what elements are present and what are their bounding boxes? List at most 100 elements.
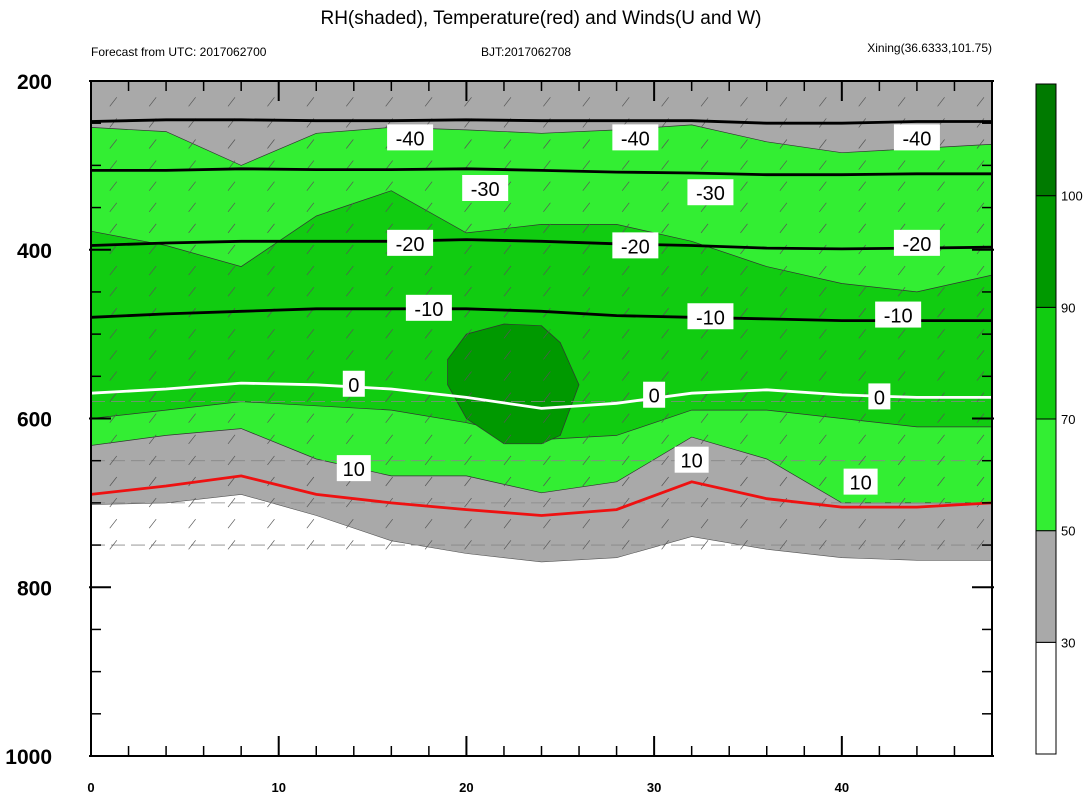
wind-barb (897, 497, 906, 508)
wind-barb (937, 434, 945, 445)
wind-barb (937, 476, 945, 487)
wind-barb (937, 329, 945, 339)
wind-barb (621, 160, 630, 170)
wind-barb (464, 413, 472, 423)
wind-barb (227, 286, 236, 297)
wind-barb (543, 265, 551, 276)
wind-barb (819, 476, 827, 487)
wind-barb (385, 392, 393, 402)
wind-barb (819, 181, 827, 191)
wind-barb (385, 202, 393, 212)
contour-label-box (868, 383, 891, 410)
wind-barb (346, 265, 354, 276)
wind-barb (306, 223, 315, 234)
wind-barb (937, 371, 945, 381)
wind-barb (897, 265, 906, 276)
wind-barb (503, 286, 512, 297)
wind-barb (779, 350, 788, 360)
wind-barb (740, 497, 748, 508)
wind-barb (148, 265, 157, 276)
wind-barb (779, 413, 788, 423)
wind-barb (227, 455, 236, 466)
temperature-contour-0 (90, 381, 992, 410)
contour-label: 10 (681, 451, 703, 473)
wind-barb (188, 286, 196, 297)
wind-barb (976, 160, 985, 170)
wind-barb (976, 139, 985, 149)
wind-barb (819, 160, 827, 170)
wind-barb (700, 392, 709, 402)
wind-barb (661, 160, 669, 170)
wind-barb (109, 350, 118, 360)
y-tick-label: 200 (17, 71, 52, 94)
wind-barb (937, 308, 945, 318)
wind-barb (227, 202, 236, 212)
contour-label-box (462, 175, 509, 201)
wind-barb (306, 476, 315, 487)
wind-barb (858, 160, 867, 170)
wind-barb (148, 223, 157, 234)
wind-barb (700, 371, 709, 381)
wind-barb (464, 455, 472, 466)
wind-barb (937, 181, 945, 191)
wind-barb (267, 392, 275, 402)
wind-barb (148, 160, 157, 170)
wind-barb (188, 518, 196, 529)
wind-barb (779, 540, 788, 550)
wind-barb (543, 392, 551, 402)
wind-barb (661, 202, 669, 212)
contour-label: 0 (874, 387, 885, 409)
wind-barb (582, 518, 591, 529)
wind-barb (306, 160, 315, 170)
wind-barb (858, 350, 867, 360)
wind-barb (503, 97, 512, 107)
wind-barb (582, 223, 591, 234)
wind-barb (464, 497, 472, 508)
wind-barb (227, 97, 236, 107)
wind-barb (503, 202, 512, 212)
wind-barb (621, 392, 630, 402)
wind-barb (897, 413, 906, 423)
wind-barb (740, 476, 748, 487)
wind-barb (543, 160, 551, 170)
wind-barb (148, 329, 157, 339)
wind-barb (740, 181, 748, 191)
wind-barb (937, 540, 945, 550)
wind-barb (346, 286, 354, 297)
wind-barb (543, 223, 551, 234)
wind-barb (819, 413, 827, 423)
wind-barb (267, 329, 275, 339)
wind-barb (188, 455, 196, 466)
colorbar-segment (1035, 530, 1057, 643)
wind-barb (976, 518, 985, 529)
wind-barb (740, 350, 748, 360)
wind-barb (543, 181, 551, 191)
wind-barb (779, 181, 788, 191)
wind-barb (148, 455, 157, 466)
wind-barb (188, 350, 196, 360)
wind-barb (503, 455, 512, 466)
wind-barb (109, 455, 118, 466)
wind-barb (424, 413, 433, 423)
wind-barb (897, 350, 906, 360)
wind-barb (464, 202, 472, 212)
wind-barb (976, 286, 985, 297)
wind-barb (346, 97, 354, 107)
wind-barb (621, 181, 630, 191)
colorbar-segment (1035, 195, 1057, 308)
wind-barb (897, 540, 906, 550)
wind-barb (424, 350, 433, 360)
wind-barb (188, 392, 196, 402)
wind-barb (464, 244, 472, 255)
temperature-contour--10 (90, 307, 992, 323)
wind-barb (858, 202, 867, 212)
wind-barb (109, 97, 118, 107)
colorbar-label: 50 (1061, 524, 1075, 539)
wind-barb (424, 455, 433, 466)
wind-barb (346, 139, 354, 149)
wind-barb (188, 160, 196, 170)
wind-barb (779, 265, 788, 276)
wind-barb (188, 329, 196, 339)
wind-barb (346, 434, 354, 445)
wind-barb (346, 518, 354, 529)
